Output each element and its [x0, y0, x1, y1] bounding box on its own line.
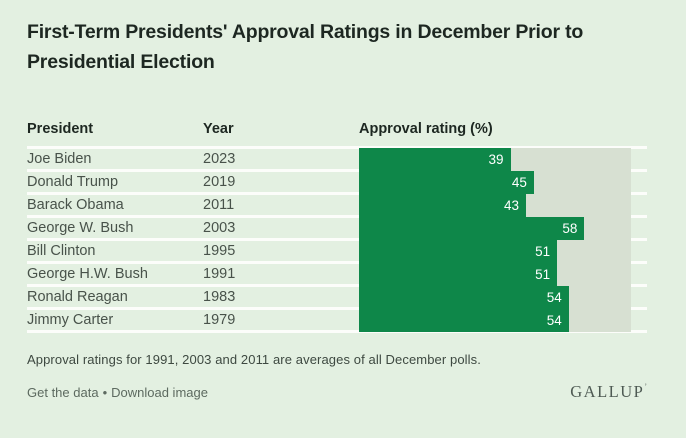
president-cell: Donald Trump: [27, 174, 119, 190]
table-row: George W. Bush 2003 58: [27, 216, 647, 241]
president-cell: Jimmy Carter: [27, 312, 114, 328]
column-header-approval: Approval rating (%): [359, 121, 493, 137]
bar-value-label: 58: [562, 220, 578, 236]
table-row: Ronald Reagan 1983 54: [27, 285, 647, 310]
president-cell: George W. Bush: [27, 220, 134, 236]
table-body: Joe Biden 2023 39 Donald Trump 2019 45: [27, 147, 647, 333]
president-cell: Ronald Reagan: [27, 289, 128, 305]
chart-title-line2: Presidential Election: [27, 51, 215, 73]
gallup-logo: GALLUP’: [570, 382, 647, 402]
chart-title: First-Term Presidents' Approval Ratings …: [27, 17, 647, 77]
bar-cell: 39: [359, 147, 647, 171]
bar-track: 39: [359, 147, 631, 171]
bar-value-label: 54: [546, 289, 562, 305]
table-row: Barack Obama 2011 43: [27, 193, 647, 218]
bar-track: 51: [359, 262, 631, 286]
bar-track: 45: [359, 170, 631, 194]
bar-track: 43: [359, 193, 631, 217]
table-row: Joe Biden 2023 39: [27, 147, 647, 172]
bar-cell: 51: [359, 239, 647, 263]
bar-cell: 54: [359, 285, 647, 309]
approval-bar[interactable]: 51: [359, 239, 558, 263]
footer-links: Get the data • Download image: [27, 385, 208, 400]
bar-track: 54: [359, 308, 631, 332]
gallup-trademark-mark: ’: [644, 382, 647, 391]
president-cell: George H.W. Bush: [27, 266, 148, 282]
download-image-link[interactable]: Download image: [111, 385, 208, 400]
president-cell: Bill Clinton: [27, 243, 96, 259]
year-cell: 2019: [203, 174, 236, 190]
table-header-row: President Year Approval rating (%): [27, 121, 647, 149]
bar-track: 58: [359, 216, 631, 240]
bar-value-label: 51: [535, 243, 551, 259]
get-the-data-link[interactable]: Get the data: [27, 385, 99, 400]
approval-bar[interactable]: 43: [359, 193, 527, 217]
column-header-year: Year: [203, 121, 234, 137]
year-cell: 2003: [203, 220, 236, 236]
approval-bar[interactable]: 58: [359, 216, 585, 240]
approval-bar[interactable]: 45: [359, 170, 534, 194]
table-row: Donald Trump 2019 45: [27, 170, 647, 195]
bar-value-label: 45: [511, 174, 527, 190]
bar-track: 51: [359, 239, 631, 263]
president-cell: Joe Biden: [27, 151, 92, 167]
year-cell: 1983: [203, 289, 236, 305]
table-row: George H.W. Bush 1991 51: [27, 262, 647, 287]
gallup-wordmark: GALLUP: [570, 382, 645, 401]
year-cell: 2023: [203, 151, 236, 167]
year-cell: 2011: [203, 197, 235, 213]
approval-bar[interactable]: 54: [359, 285, 569, 309]
bar-value-label: 39: [488, 151, 504, 167]
bar-track: 54: [359, 285, 631, 309]
bar-value-label: 54: [546, 312, 562, 328]
bar-cell: 54: [359, 308, 647, 332]
approval-bar[interactable]: 51: [359, 262, 558, 286]
approval-bar[interactable]: 39: [359, 147, 511, 171]
year-cell: 1995: [203, 243, 236, 259]
bar-cell: 58: [359, 216, 647, 240]
bar-cell: 43: [359, 193, 647, 217]
president-cell: Barack Obama: [27, 197, 124, 213]
approval-table: President Year Approval rating (%) Joe B…: [27, 121, 647, 333]
table-row: Jimmy Carter 1979 54: [27, 308, 647, 333]
bar-value-label: 43: [504, 197, 520, 213]
bar-cell: 51: [359, 262, 647, 286]
bar-cell: 45: [359, 170, 647, 194]
footer: Get the data • Download image GALLUP’: [27, 382, 647, 402]
chart-card: First-Term Presidents' Approval Ratings …: [27, 17, 647, 402]
approval-bar[interactable]: 54: [359, 308, 569, 332]
year-cell: 1991: [203, 266, 236, 282]
table-row: Bill Clinton 1995 51: [27, 239, 647, 264]
year-cell: 1979: [203, 312, 236, 328]
bar-value-label: 51: [535, 266, 551, 282]
footer-links-separator: •: [102, 385, 108, 400]
chart-title-line1: First-Term Presidents' Approval Ratings …: [27, 21, 584, 43]
footnote: Approval ratings for 1991, 2003 and 2011…: [27, 352, 481, 367]
column-header-president: President: [27, 121, 94, 137]
